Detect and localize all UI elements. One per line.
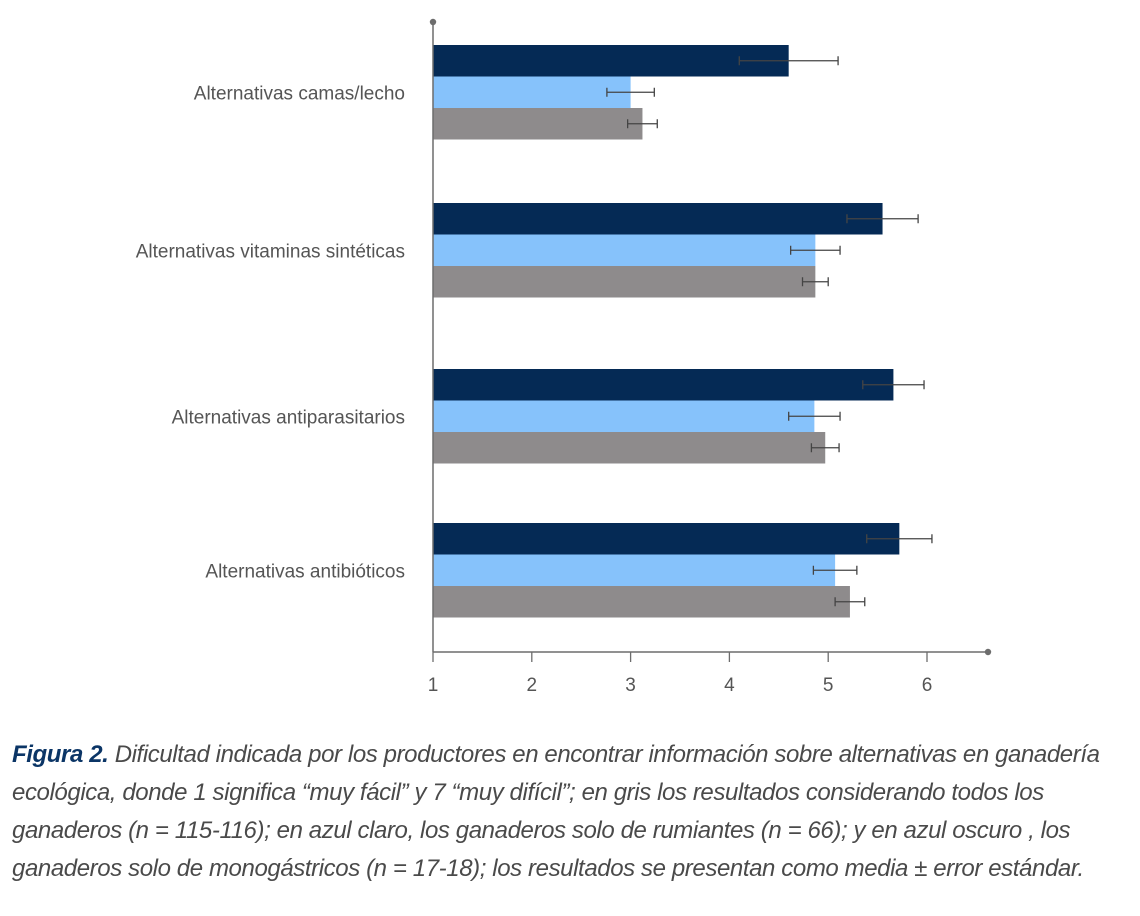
category-label: Alternativas antibióticos xyxy=(205,561,405,582)
bar-4-series-2 xyxy=(433,554,836,586)
x-tick-label: 4 xyxy=(724,675,735,696)
bar-1-series-3 xyxy=(433,108,643,140)
bar-2-series-3 xyxy=(433,266,816,298)
x-tick-label: 5 xyxy=(823,675,834,696)
bar-3-series-2 xyxy=(433,400,815,432)
bar-2-series-1 xyxy=(433,203,883,235)
caption-text: Dificultad indicada por los productores … xyxy=(12,741,1100,882)
category-label: Alternativas vitaminas sintéticas xyxy=(136,241,405,262)
x-tick-label: 2 xyxy=(527,675,538,696)
bar-2-series-2 xyxy=(433,234,816,266)
bar-3-series-1 xyxy=(433,369,894,401)
bar-4-series-3 xyxy=(433,586,850,618)
caption-label: Figura 2. xyxy=(12,741,109,768)
figure-caption: Figura 2. Dificultad indicada por los pr… xyxy=(12,736,1132,888)
x-tick-label: 6 xyxy=(922,675,933,696)
bar-chart: Alternativas camas/lecho Alternativas vit… xyxy=(136,18,992,696)
x-axis-end-dot xyxy=(984,648,992,656)
bar-1-series-1 xyxy=(433,45,789,77)
x-tick-label: 1 xyxy=(428,675,439,696)
y-axis-end-dot xyxy=(429,18,437,26)
bar-1-series-2 xyxy=(433,76,631,108)
x-tick-label: 3 xyxy=(625,675,636,696)
bar-3-series-3 xyxy=(433,432,826,464)
bar-4-series-1 xyxy=(433,523,900,555)
category-label: Alternativas antiparasitarios xyxy=(172,407,405,428)
category-label: Alternativas camas/lecho xyxy=(194,83,405,104)
